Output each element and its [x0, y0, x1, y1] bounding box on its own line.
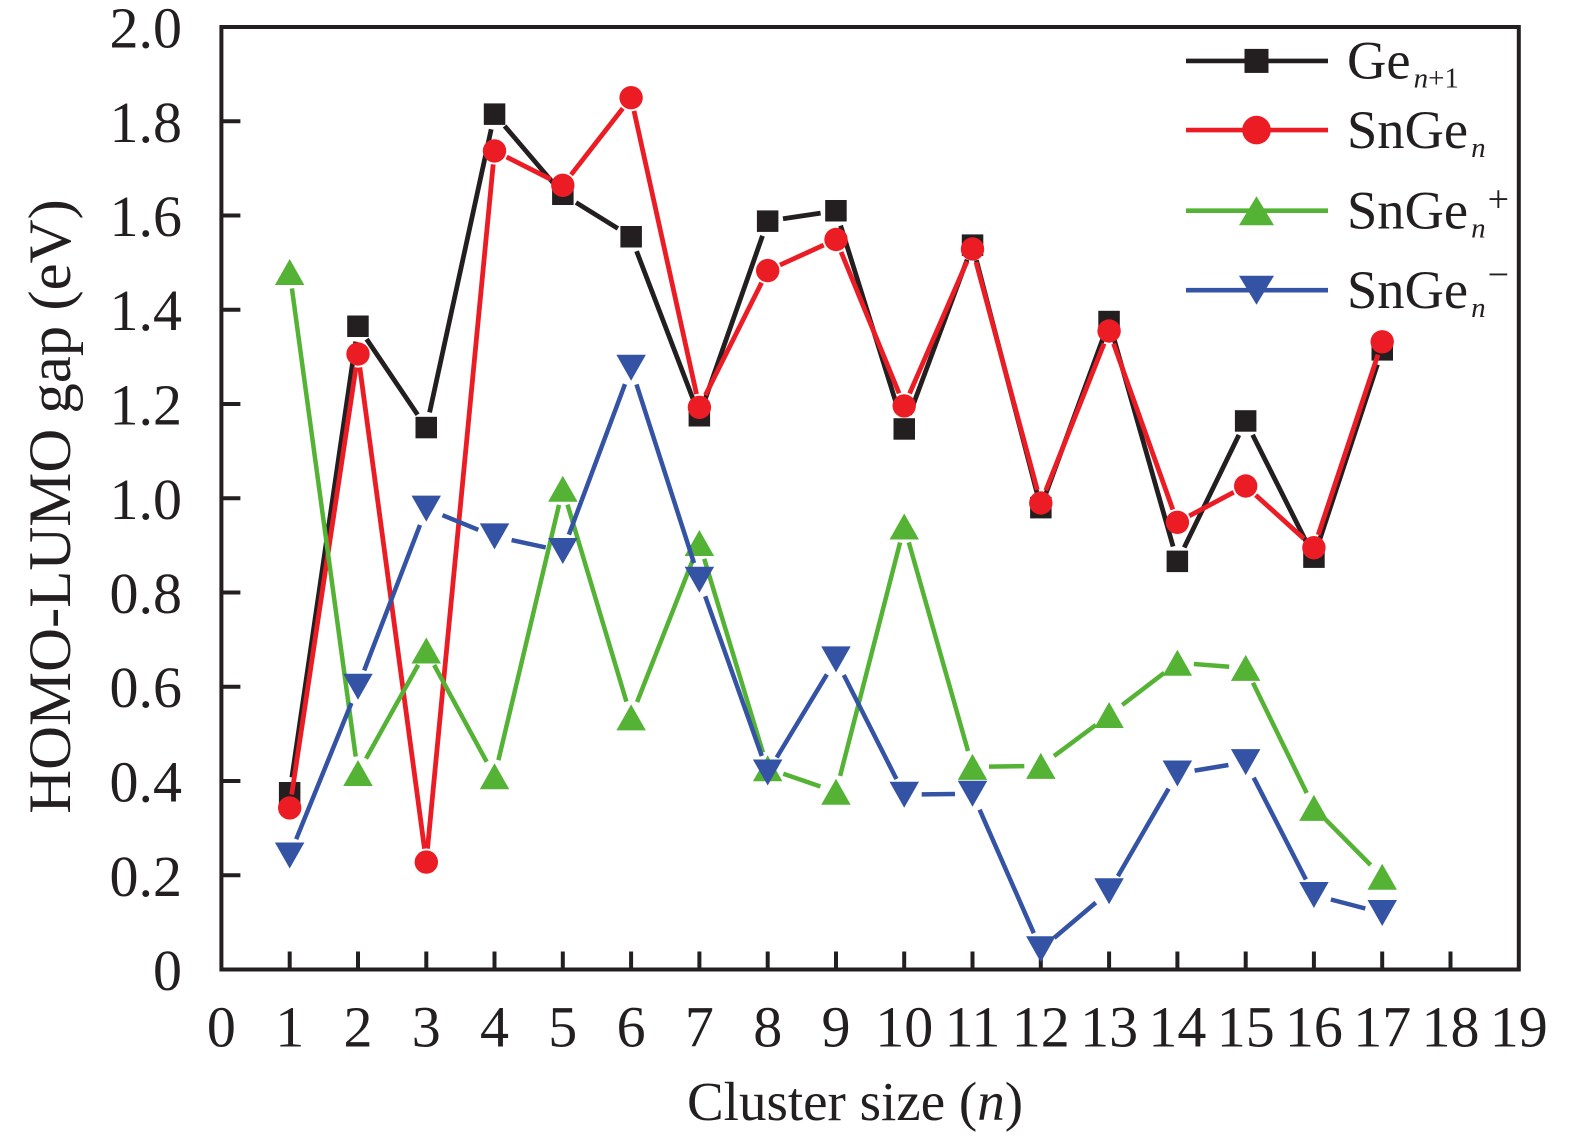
svg-text:19: 19 [1490, 995, 1548, 1060]
svg-text:11: 11 [945, 995, 1001, 1060]
svg-text:1.2: 1.2 [110, 373, 183, 438]
svg-text:8: 8 [753, 995, 782, 1060]
svg-text:3: 3 [412, 995, 441, 1060]
svg-text:1.4: 1.4 [110, 278, 183, 343]
svg-text:2.0: 2.0 [110, 0, 183, 61]
svg-text:4: 4 [480, 995, 509, 1060]
svg-text:14: 14 [1148, 995, 1206, 1060]
svg-text:9: 9 [822, 995, 851, 1060]
svg-text:0: 0 [153, 938, 182, 1003]
svg-text:5: 5 [548, 995, 577, 1060]
svg-text:0: 0 [207, 995, 236, 1060]
svg-text:1: 1 [275, 995, 304, 1060]
svg-text:HOMO-LUMO gap (eV): HOMO-LUMO gap (eV) [17, 199, 84, 814]
svg-text:17: 17 [1353, 995, 1411, 1060]
svg-text:2: 2 [344, 995, 373, 1060]
svg-text:15: 15 [1217, 995, 1275, 1060]
svg-text:12: 12 [1012, 995, 1070, 1060]
svg-text:10: 10 [875, 995, 933, 1060]
svg-text:1.0: 1.0 [110, 467, 183, 532]
svg-text:13: 13 [1080, 995, 1138, 1060]
svg-text:6: 6 [617, 995, 646, 1060]
svg-text:18: 18 [1422, 995, 1480, 1060]
svg-text:1.6: 1.6 [110, 184, 183, 249]
svg-text:1.8: 1.8 [110, 90, 183, 155]
svg-text:0.4: 0.4 [110, 750, 183, 815]
svg-text:0.8: 0.8 [110, 561, 183, 626]
svg-text:0.2: 0.2 [110, 844, 183, 909]
svg-text:7: 7 [685, 995, 714, 1060]
svg-text:Cluster size (n): Cluster size (n) [687, 1071, 1023, 1132]
svg-text:16: 16 [1285, 995, 1343, 1060]
svg-text:0.6: 0.6 [110, 655, 183, 720]
